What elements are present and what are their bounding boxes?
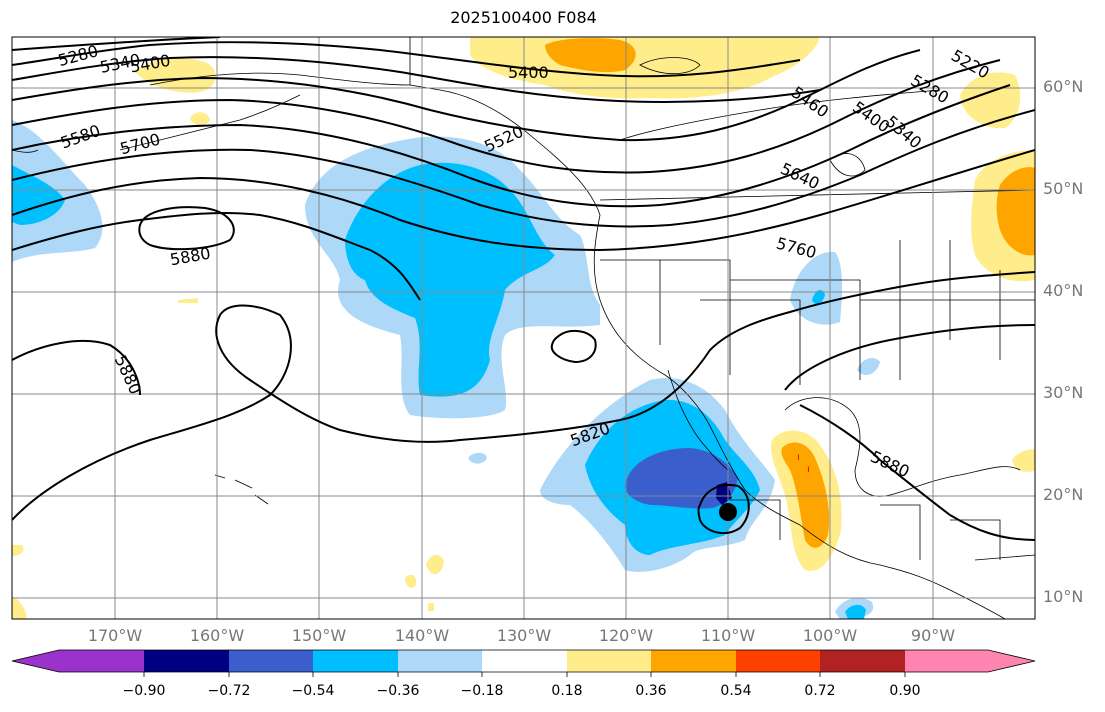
colorbar-segment bbox=[820, 650, 905, 672]
colorbar-segment bbox=[482, 650, 567, 672]
map-title: 2025100400 F084 bbox=[450, 8, 597, 27]
colorbar-tick-label: 0.72 bbox=[804, 683, 836, 699]
colorbar-tick-label: −0.18 bbox=[460, 683, 504, 699]
colorbar-tick-label: 0.36 bbox=[635, 683, 667, 699]
red-marker: ı bbox=[797, 452, 800, 463]
shade-light-blue-texas bbox=[857, 358, 880, 376]
contour-label: 5880 bbox=[169, 244, 212, 270]
colorbar-segment bbox=[144, 650, 229, 672]
storm-center-marker bbox=[719, 503, 737, 521]
shade-orange-north bbox=[545, 38, 636, 73]
lat-label: 50°N bbox=[1043, 179, 1084, 198]
colorbar-tick-label: −0.72 bbox=[207, 683, 251, 699]
contour-label: 5880 bbox=[111, 352, 145, 397]
plot-frame bbox=[11, 36, 1036, 620]
lat-label: 60°N bbox=[1043, 77, 1084, 96]
contour-label: 5520 bbox=[481, 122, 526, 156]
shade-yellow-small1 bbox=[405, 574, 417, 588]
shade-yellow-small4 bbox=[178, 298, 198, 303]
lon-label: 140°W bbox=[394, 626, 450, 645]
lon-label: 90°W bbox=[910, 626, 956, 645]
colorbar-segment bbox=[905, 650, 988, 672]
contour-label: 5580 bbox=[58, 121, 103, 153]
contour-label: 5760 bbox=[774, 233, 818, 262]
colorbar-segment bbox=[651, 650, 736, 672]
lon-label: 110°W bbox=[700, 626, 756, 645]
shade-light-blue-small bbox=[468, 452, 487, 464]
colorbar-tick-label: 0.90 bbox=[889, 683, 921, 699]
shade-mid-blue-baja bbox=[625, 448, 738, 509]
colorbar-extend-low bbox=[12, 650, 59, 672]
negative-anomaly-shading bbox=[12, 120, 880, 619]
red-marker: ı bbox=[807, 464, 810, 475]
contour-label: 5400 bbox=[508, 63, 549, 82]
colorbar-tick-label: 0.54 bbox=[720, 683, 752, 699]
shade-blue-colorado bbox=[812, 289, 825, 305]
lat-label: 10°N bbox=[1043, 587, 1084, 606]
shade-orange-east bbox=[996, 167, 1035, 256]
shade-yellow-small2 bbox=[12, 545, 24, 556]
colorbar-extend-high bbox=[988, 650, 1035, 672]
lon-label: 160°W bbox=[189, 626, 245, 645]
contour-label: 5220 bbox=[948, 46, 993, 83]
colorbar-tick-label: 0.18 bbox=[551, 683, 583, 699]
colorbar-segment bbox=[229, 650, 313, 672]
lon-label: 170°W bbox=[87, 626, 143, 645]
colorbar-outline bbox=[11, 649, 1036, 673]
lon-label: 100°W bbox=[802, 626, 858, 645]
colorbar-tick-label: −0.54 bbox=[291, 683, 335, 699]
colorbar-segment bbox=[398, 650, 482, 672]
lat-label: 40°N bbox=[1043, 281, 1084, 300]
colorbar bbox=[11, 649, 1036, 677]
shade-orange-mexico bbox=[781, 442, 830, 548]
lat-label: 20°N bbox=[1043, 485, 1084, 504]
lat-label: 30°N bbox=[1043, 383, 1084, 402]
colorbar-segment bbox=[736, 650, 820, 672]
lat-lon-grid bbox=[12, 37, 1035, 619]
shade-yellow-gulf bbox=[1012, 449, 1035, 472]
shade-yellow-small3 bbox=[12, 596, 27, 619]
shade-yellow-small5 bbox=[428, 603, 434, 611]
colorbar-segment bbox=[59, 650, 144, 672]
lon-label: 150°W bbox=[291, 626, 347, 645]
colorbar-segment bbox=[567, 650, 651, 672]
shade-light-blue-west bbox=[12, 120, 103, 262]
shade-yellow-small-ak bbox=[190, 112, 210, 126]
contour-label: 5400 bbox=[849, 98, 893, 137]
lon-label: 120°W bbox=[598, 626, 654, 645]
height-contours bbox=[12, 37, 1035, 541]
lon-label: 130°W bbox=[496, 626, 552, 645]
colorbar-segment bbox=[313, 650, 398, 672]
shade-blue-pacific bbox=[345, 162, 555, 397]
coastlines bbox=[12, 37, 1035, 619]
shade-yellow-hawaii bbox=[426, 554, 444, 575]
contour-label: 5880 bbox=[868, 447, 913, 481]
shade-light-blue-colorado bbox=[790, 251, 843, 325]
shade-blue-south bbox=[845, 604, 866, 619]
colorbar-tick-label: −0.36 bbox=[376, 683, 420, 699]
colorbar-tick-label: −0.90 bbox=[122, 683, 166, 699]
